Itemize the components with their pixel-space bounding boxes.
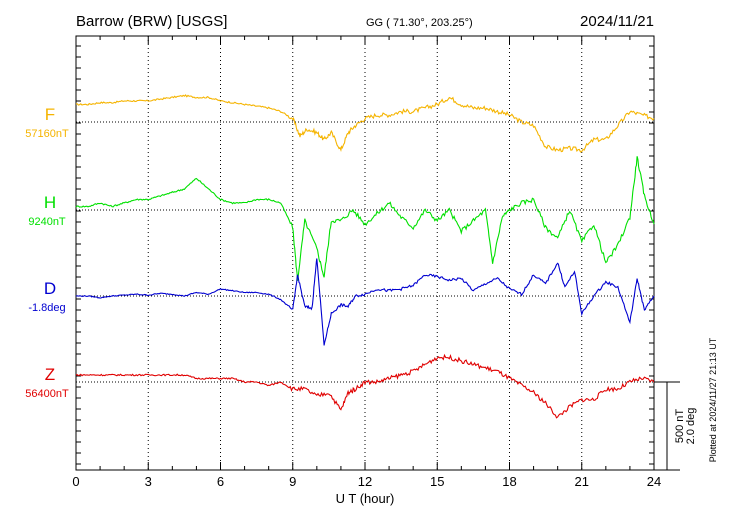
x-tick-label-24: 24 — [647, 474, 661, 489]
series-line-H — [75, 156, 655, 281]
x-axis-label: U T (hour) — [336, 491, 395, 506]
series-baseline-label-D: -1.8deg — [28, 302, 65, 314]
series-baseline-label-Z: 56400nT — [25, 388, 69, 400]
x-tick-label-12: 12 — [358, 474, 372, 489]
x-tick-label-18: 18 — [502, 474, 516, 489]
scale-bar-deg-label: 2.0 deg — [685, 408, 697, 445]
series-baseline-label-F: 57160nT — [25, 128, 69, 140]
x-tick-label-9: 9 — [289, 474, 296, 489]
station-coordinates: GG ( 71.30°, 203.25°) — [366, 17, 473, 29]
x-tick-label-15: 15 — [430, 474, 444, 489]
x-tick-label-0: 0 — [72, 474, 79, 489]
series-labels: F 57160nT H 9240nT D -1.8deg Z 56400nT — [25, 105, 69, 400]
grid-lines — [147, 36, 583, 470]
series-name-D: D — [44, 279, 56, 298]
scale-bar: 500 nT 2.0 deg — [654, 381, 697, 471]
axis-ticks: 0 3 6 9 12 15 18 21 24 — [72, 36, 661, 489]
series-name-Z: Z — [45, 365, 55, 384]
x-tick-label-6: 6 — [217, 474, 224, 489]
series-name-H: H — [44, 193, 56, 212]
series-traces — [75, 94, 655, 419]
series-line-D — [75, 258, 655, 346]
x-tick-label-3: 3 — [145, 474, 152, 489]
scale-bar-nt-label: 500 nT — [674, 409, 686, 444]
series-line-Z — [75, 353, 655, 419]
series-baseline-label-H: 9240nT — [28, 216, 66, 228]
plot-date: 2024/11/21 — [580, 13, 654, 30]
series-line-F — [76, 94, 655, 153]
x-tick-label-21: 21 — [575, 474, 589, 489]
plotted-timestamp: Plotted at 2024/11/27 21:13 UT — [708, 337, 718, 462]
station-title: Barrow (BRW) [USGS] — [76, 13, 227, 30]
series-name-F: F — [45, 105, 55, 124]
